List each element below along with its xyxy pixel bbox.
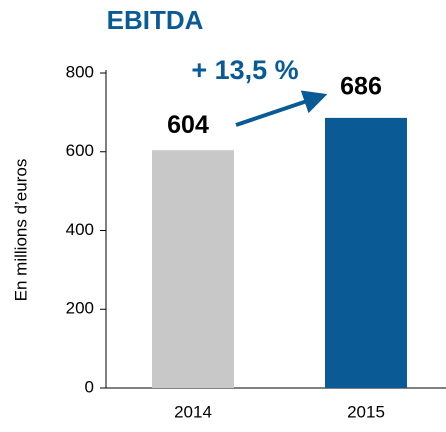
bar [325,117,407,388]
x-tick-label: 2014 [174,402,212,421]
y-tick-label: 0 [85,377,94,396]
y-tick-label: 400 [66,220,94,239]
chart-title: EBITDA [107,5,204,35]
annotation: + 13,5 % [191,55,298,85]
y-tick-label: 200 [66,299,94,318]
x-tick-label: 2015 [347,402,385,421]
bar [152,150,234,388]
y-tick-label: 600 [66,141,94,160]
data-label: 686 [340,72,382,100]
data-label: 604 [167,111,209,139]
y-tick-label: 800 [66,62,94,81]
y-axis-label: En millions d’euros [11,159,30,302]
arrow [235,90,328,127]
